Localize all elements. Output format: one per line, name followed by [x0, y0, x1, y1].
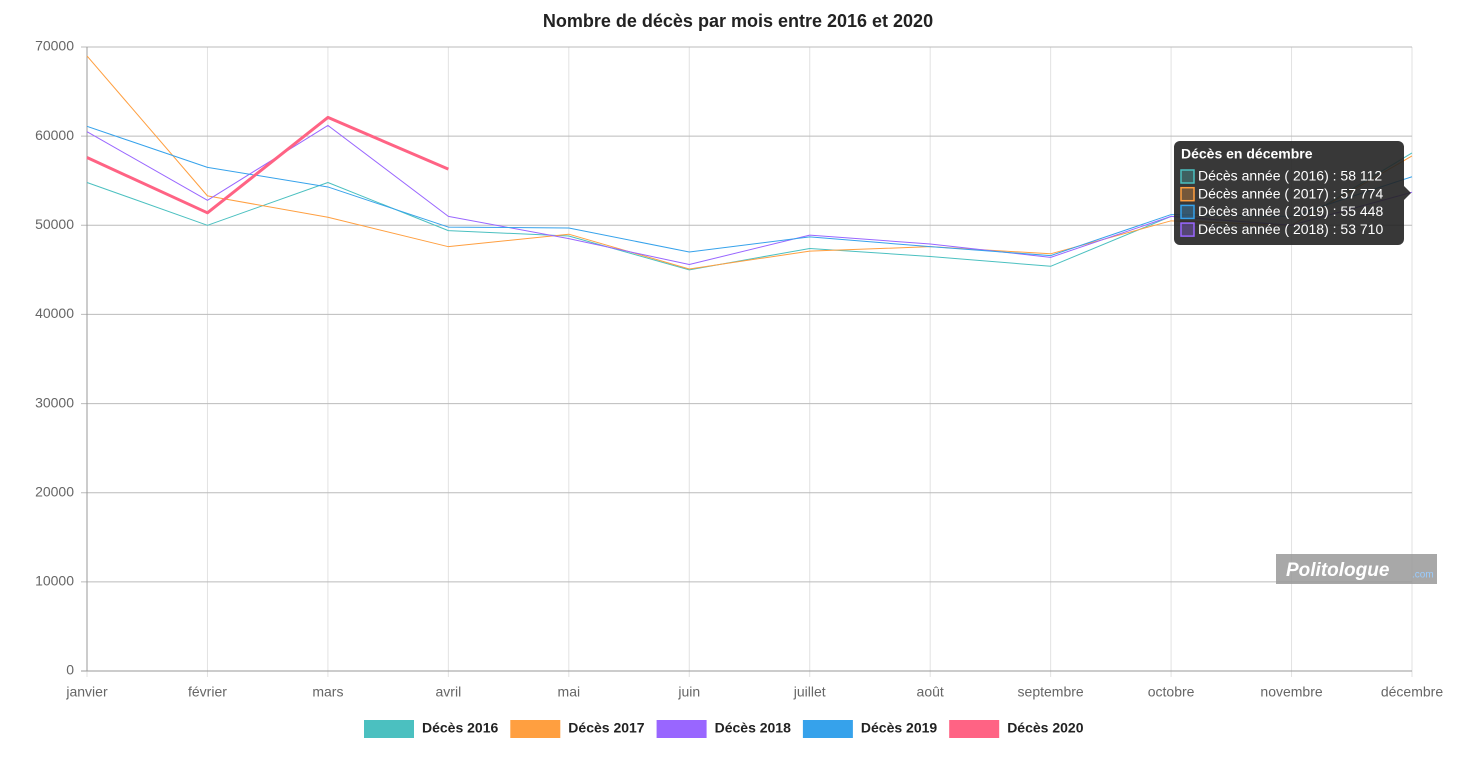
- chart-title: Nombre de décès par mois entre 2016 et 2…: [543, 11, 933, 31]
- tooltip-swatch: [1180, 186, 1195, 202]
- legend-swatch: [949, 720, 1000, 738]
- x-tick-label: août: [917, 684, 944, 700]
- y-tick-label: 20000: [35, 483, 74, 499]
- y-tick-label: 70000: [35, 38, 74, 54]
- watermark-suffix: .com: [1412, 570, 1434, 581]
- watermark-text: Politologue: [1286, 560, 1390, 581]
- tooltip: Décès en décembre Décès année ( 2016) : 5…: [1174, 141, 1411, 245]
- tooltip-item: Décès année ( 2019) : 55 448: [1198, 203, 1383, 219]
- x-tick-label: janvier: [65, 684, 108, 700]
- watermark: Politologue .com: [1276, 554, 1437, 584]
- x-tick-label: mai: [558, 684, 581, 700]
- x-tick-label: juillet: [793, 684, 826, 700]
- x-tick-label: avril: [436, 684, 462, 700]
- x-tick-label: mars: [312, 684, 343, 700]
- legend-swatch: [364, 720, 414, 738]
- watermark-bg: [1276, 554, 1437, 584]
- legend-label: Décès 2019: [861, 720, 938, 736]
- legend-swatch: [802, 720, 853, 738]
- tooltip-swatch: [1180, 222, 1195, 237]
- y-tick-label: 10000: [35, 573, 74, 589]
- legend-swatch: [510, 720, 561, 738]
- tooltip-item: Décès année ( 2018) : 53 710: [1198, 221, 1383, 237]
- x-tick-label: novembre: [1260, 684, 1322, 700]
- y-tick-label: 0: [66, 662, 74, 678]
- tooltip-swatch: [1180, 204, 1195, 220]
- tooltip-item: Décès année ( 2017) : 57 774: [1198, 185, 1383, 201]
- x-tick-label: juin: [677, 684, 700, 700]
- y-tick-label: 30000: [35, 394, 74, 410]
- data-line: [86, 115, 449, 215]
- legend-label: Décès 2020: [1007, 720, 1084, 736]
- y-tick-label: 50000: [35, 216, 74, 232]
- x-tick-label: décembre: [1381, 684, 1443, 700]
- legend-label: Décès 2016: [422, 720, 499, 736]
- x-tick-label: septembre: [1018, 684, 1084, 700]
- tooltip-caret: [1404, 186, 1411, 200]
- y-tick-label: 60000: [35, 127, 74, 143]
- tooltip-swatch: [1180, 169, 1195, 184]
- tooltip-bg: [1174, 141, 1404, 245]
- legend-label: Décès 2018: [715, 720, 792, 736]
- x-tick-label: février: [188, 684, 227, 700]
- tooltip-item: Décès année ( 2016) : 58 112: [1198, 168, 1382, 184]
- legend-label: Décès 2017: [568, 720, 645, 736]
- tooltip-title: Décès en décembre: [1181, 146, 1313, 162]
- y-tick-label: 40000: [35, 305, 74, 321]
- x-tick-label: octobre: [1148, 684, 1195, 700]
- legend-swatch: [656, 720, 707, 738]
